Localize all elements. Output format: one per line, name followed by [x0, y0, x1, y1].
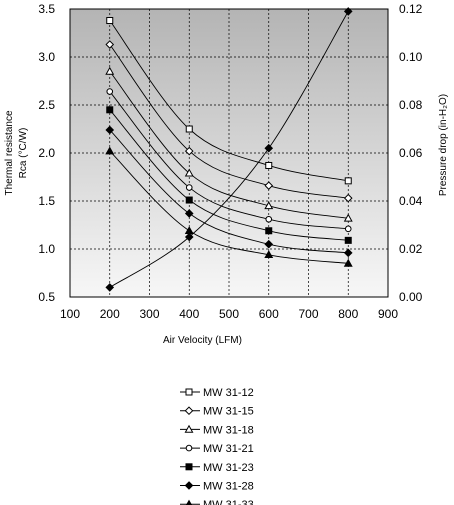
- x-tick-label: 500: [219, 307, 239, 321]
- data-point: [106, 17, 114, 25]
- legend-marker: [185, 463, 193, 471]
- pressure-drop-point: [264, 143, 274, 153]
- y-left-tick-label: 3.5: [38, 2, 55, 16]
- data-point: [185, 184, 193, 191]
- data-point: [184, 209, 194, 218]
- series-markers: [105, 7, 353, 292]
- x-tick-label: 300: [139, 307, 159, 321]
- data-point: [105, 125, 115, 135]
- x-axis-title: Air Velocity (LFM): [163, 335, 242, 346]
- data-point: [344, 177, 352, 185]
- x-tick-label: 200: [100, 307, 120, 321]
- data-point: [344, 236, 352, 244]
- x-tick-label: 700: [298, 307, 318, 321]
- data-point: [106, 88, 114, 95]
- data-point: [185, 196, 193, 204]
- y-right-tick-label: 0.06: [399, 146, 423, 160]
- data-point: [265, 161, 273, 169]
- pressure-drop-point: [184, 232, 194, 242]
- y-axis-left-title-line1: Thermal resistance: [4, 110, 15, 195]
- data-point: [105, 66, 115, 75]
- series-line: [109, 129, 349, 254]
- legend-label: MW 31-12: [203, 387, 254, 399]
- y-right-tick-label: 0.00: [399, 290, 423, 304]
- legend-label: MW 31-28: [203, 481, 254, 493]
- x-tick-label: 100: [60, 307, 80, 321]
- data-point: [343, 258, 353, 267]
- data-point: [105, 40, 115, 49]
- data-point: [344, 225, 352, 233]
- legend-marker: [185, 499, 193, 505]
- y-right-tick-label: 0.04: [399, 194, 423, 208]
- legend-marker: [185, 388, 193, 396]
- legend: MW 31-12 MW 31-15 MW 31-18 MW 31-21 MW 31-23…: [180, 387, 254, 505]
- data-point: [106, 106, 114, 114]
- y-axis-right-title: Pressure drop (in-H₂O): [438, 94, 449, 196]
- x-tick-label: 800: [338, 307, 358, 321]
- pressure-drop-point: [343, 7, 353, 16]
- series-line: [109, 109, 349, 241]
- x-tick-label: 600: [259, 307, 279, 321]
- legend-label: MW 31-15: [203, 406, 254, 418]
- legend-label: MW 31-21: [203, 443, 254, 455]
- data-point: [265, 227, 273, 235]
- data-point: [184, 146, 194, 156]
- data-point: [264, 181, 274, 190]
- legend-marker: [185, 444, 193, 452]
- legend-marker: [184, 406, 194, 416]
- pressure-drop-point: [105, 283, 115, 292]
- legend-label: MW 31-23: [203, 462, 254, 474]
- y-right-tick-label: 0.02: [399, 242, 423, 256]
- series-line: [109, 91, 349, 230]
- legend-label: MW 31-33: [203, 499, 254, 505]
- legend-marker: [184, 481, 194, 490]
- y-right-tick-label: 0.12: [399, 2, 423, 16]
- x-tick-label: 900: [378, 307, 398, 321]
- data-point: [105, 146, 115, 155]
- legend-label: MW 31-18: [203, 424, 254, 436]
- series-line: [109, 44, 349, 199]
- data-point: [265, 215, 273, 223]
- y-left-tick-label: 3.0: [38, 50, 55, 64]
- data-point: [343, 248, 353, 258]
- axis-tick-labels: 100 200 300 400 500 600 700 800 900 0.5 1.0 1.5 2.0 2…: [38, 2, 422, 321]
- data-point: [264, 250, 274, 259]
- series-line: [109, 71, 349, 219]
- y-right-tick-label: 0.08: [399, 98, 423, 112]
- data-point: [264, 201, 274, 210]
- y-left-tick-label: 1.5: [38, 194, 55, 208]
- pressure-drop-line: [109, 11, 349, 288]
- series-lines: [109, 11, 349, 288]
- data-point: [343, 193, 353, 203]
- y-right-tick-label: 0.10: [399, 50, 423, 64]
- series-line: [109, 150, 349, 264]
- y-left-tick-label: 1.0: [38, 242, 55, 256]
- data-point: [184, 168, 194, 177]
- x-tick-label: 400: [179, 307, 199, 321]
- data-point: [185, 125, 193, 133]
- series-line: [109, 20, 349, 182]
- data-point: [264, 239, 274, 249]
- y-axis-left-title-line2: Rca (°C/W): [18, 128, 29, 179]
- y-left-tick-label: 2.0: [38, 146, 55, 160]
- y-left-tick-label: 0.5: [38, 290, 55, 304]
- y-left-tick-label: 2.5: [38, 98, 55, 112]
- legend-marker: [184, 424, 194, 433]
- data-point: [343, 213, 353, 222]
